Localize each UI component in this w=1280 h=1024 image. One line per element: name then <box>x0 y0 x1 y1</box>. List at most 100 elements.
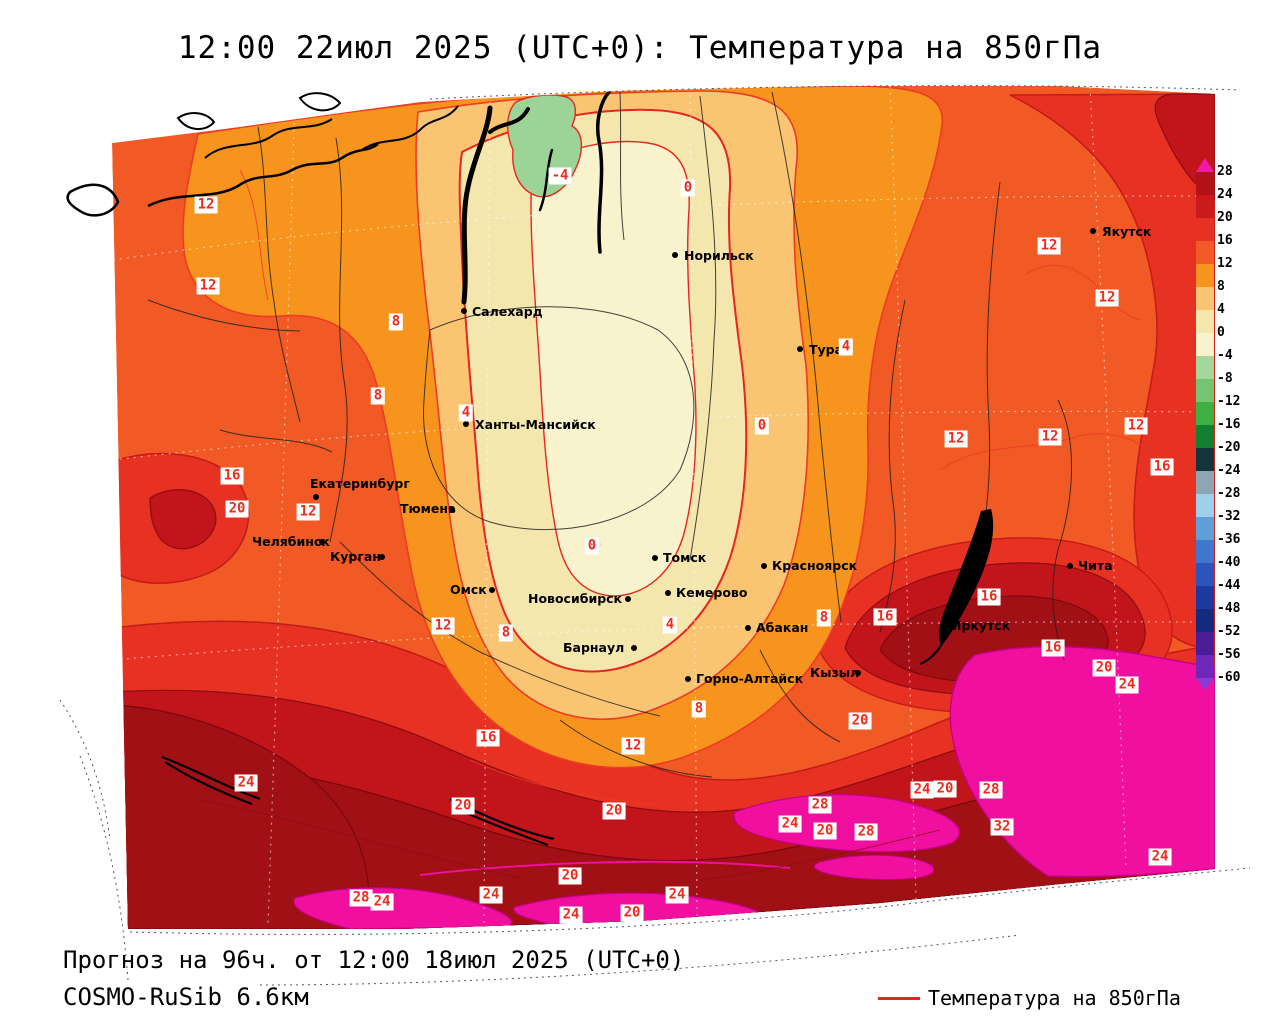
city-label: Кемерово <box>676 585 748 600</box>
contour-label: 8 <box>388 313 404 331</box>
colorbar-tick-label: 12 <box>1217 256 1233 271</box>
contour-label: 16 <box>220 467 244 485</box>
city-marker <box>745 625 751 631</box>
city-marker <box>625 596 631 602</box>
colorbar-tick-label: -16 <box>1217 417 1241 432</box>
city-label: Челябинск <box>252 534 330 549</box>
colorbar-tick-label: 28 <box>1217 164 1233 179</box>
contour-label: 0 <box>754 417 770 435</box>
legend: Температура на 850гПа <box>878 986 1181 1010</box>
contour-label: 4 <box>662 616 678 634</box>
page-title: 12:00 22июл 2025 (UTC+0): Температура на… <box>177 30 1103 66</box>
contour-label: 28 <box>854 823 878 841</box>
city-marker <box>449 506 455 512</box>
colorbar-segment <box>1196 448 1214 471</box>
city-label: Новосибирск <box>528 591 623 606</box>
city-label: Красноярск <box>772 558 858 573</box>
contour-label: 24 <box>479 886 503 904</box>
legend-label: Температура на 850гПа <box>928 986 1181 1010</box>
contour-label: 24 <box>910 781 934 799</box>
city-marker <box>461 308 467 314</box>
colorbar-arrow-bottom <box>1196 678 1214 690</box>
contour-label: 28 <box>979 781 1003 799</box>
contour-label: 16 <box>977 588 1001 606</box>
colorbar-segment <box>1196 609 1214 632</box>
city-label: Омск <box>450 582 487 597</box>
colorbar-segment <box>1196 333 1214 356</box>
city-marker <box>1090 228 1096 234</box>
contour-label: 24 <box>665 886 689 904</box>
city-marker <box>631 645 637 651</box>
colorbar-segment <box>1196 172 1214 195</box>
colorbar-tick-label: 4 <box>1217 302 1225 317</box>
colorbar-tick-label: 8 <box>1217 279 1225 294</box>
city-marker <box>685 676 691 682</box>
colorbar-segment <box>1196 632 1214 655</box>
contour-label: 28 <box>349 889 373 907</box>
contour-label: 12 <box>196 277 220 295</box>
colorbar-segment <box>1196 218 1214 241</box>
colorbar-tick-label: 16 <box>1217 233 1233 248</box>
model-info: COSMO-RuSib 6.6км <box>63 983 309 1011</box>
city-label: Абакан <box>756 620 809 635</box>
lake-baikal <box>938 509 994 645</box>
contour-label: 12 <box>1124 417 1148 435</box>
contour-label: 20 <box>558 867 582 885</box>
colorbar-tick-label: -32 <box>1217 509 1241 524</box>
colorbar-segment <box>1196 425 1214 448</box>
city-label: Томск <box>663 550 707 565</box>
contour-label: 16 <box>1041 639 1065 657</box>
city-label: Норильск <box>684 248 754 263</box>
city-marker <box>379 554 385 560</box>
colorbar-tick-label: -8 <box>1217 371 1233 386</box>
city-label: Салехард <box>472 304 543 319</box>
colorbar-tick-label: -52 <box>1217 624 1241 639</box>
contour-label: 24 <box>559 906 583 924</box>
colorbar-segment <box>1196 287 1214 310</box>
contour-label: 0 <box>584 537 600 555</box>
contour-label: 20 <box>848 712 872 730</box>
colorbar-tick-label: -48 <box>1217 601 1241 616</box>
colorbar-tick-label: -20 <box>1217 440 1241 455</box>
city-label: Ханты-Мансийск <box>475 417 596 432</box>
forecast-info: Прогноз на 96ч. от 12:00 18июл 2025 (UTC… <box>63 946 685 974</box>
temperature-field <box>112 86 1215 929</box>
city-marker <box>313 494 319 500</box>
colorbar-segment <box>1196 310 1214 333</box>
colorbar-tick-label: -4 <box>1217 348 1233 363</box>
contour-label: 4 <box>838 338 854 356</box>
contour-label: 12 <box>431 617 455 635</box>
colorbar-segment <box>1196 540 1214 563</box>
city-marker <box>652 555 658 561</box>
margin-graticule <box>59 85 1251 986</box>
colorbar-segment <box>1196 379 1214 402</box>
contour-label: 8 <box>691 700 707 718</box>
city-label: Иркутск <box>951 618 1011 633</box>
contour-label: 8 <box>816 609 832 627</box>
contour-label: 8 <box>498 624 514 642</box>
contour-label: 20 <box>602 802 626 820</box>
contour-label: 12 <box>1095 289 1119 307</box>
city-marker <box>940 623 946 629</box>
rivers <box>461 90 611 305</box>
contour-label: 16 <box>476 729 500 747</box>
legend-line-sample <box>878 996 920 1000</box>
contour-label: 24 <box>370 893 394 911</box>
contour-label: 12 <box>194 196 218 214</box>
city-marker <box>672 252 678 258</box>
contour-label: 20 <box>933 780 957 798</box>
contour-label: 12 <box>1038 428 1062 446</box>
city-label: Екатеринбург <box>310 476 410 491</box>
contour-label: 16 <box>873 608 897 626</box>
contour-label: 24 <box>778 815 802 833</box>
colorbar-segment <box>1196 471 1214 494</box>
contour-label: -4 <box>548 167 572 185</box>
contour-label: 12 <box>1037 237 1061 255</box>
city-label: Барнаул <box>563 640 625 655</box>
colorbar-segment <box>1196 517 1214 540</box>
colorbar-tick-label: -28 <box>1217 486 1241 501</box>
contour-label: 24 <box>1148 848 1172 866</box>
city-marker <box>489 587 495 593</box>
